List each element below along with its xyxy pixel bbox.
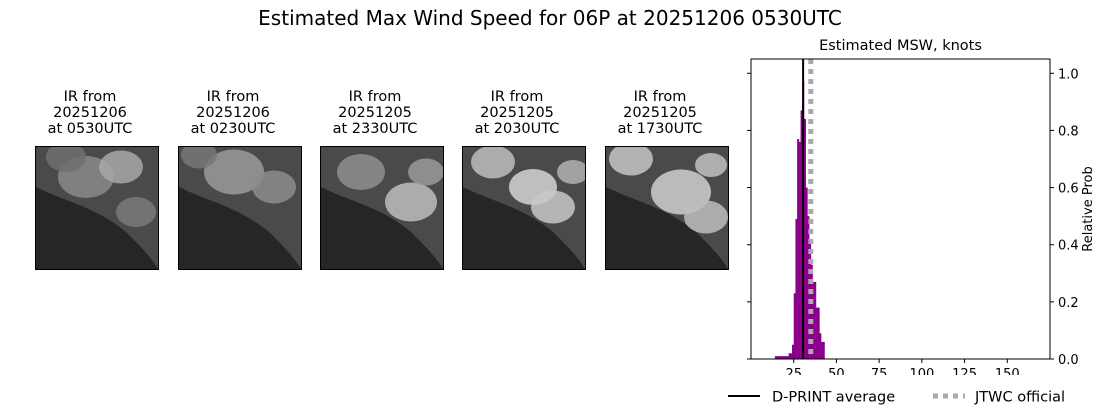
histogram-bar bbox=[774, 356, 789, 359]
ir-caption-line: 20251206 bbox=[196, 105, 270, 121]
x-tick-label: 100 bbox=[909, 367, 934, 375]
ir-caption-line: at 2330UTC bbox=[332, 121, 418, 137]
histogram-bar bbox=[819, 333, 822, 359]
ir-caption: IR from 20251206 at 0530UTC bbox=[20, 89, 160, 139]
infrared-satellite-image bbox=[462, 146, 586, 270]
x-tick-label: 50 bbox=[828, 367, 845, 375]
x-tick-label: 75 bbox=[871, 367, 888, 375]
ir-caption-line: IR from bbox=[348, 89, 402, 105]
plot-frame bbox=[750, 58, 1051, 360]
ir-caption: IR from 20251205 at 2030UTC bbox=[447, 89, 587, 139]
ir-caption-line: at 1730UTC bbox=[617, 121, 703, 137]
ir-caption-line: 20251205 bbox=[480, 105, 554, 121]
infrared-satellite-image bbox=[178, 146, 302, 270]
histogram-bar bbox=[803, 119, 806, 359]
histogram-bar bbox=[792, 344, 795, 359]
ir-caption: IR from 20251205 at 1730UTC bbox=[590, 89, 730, 139]
y-tick-label: 0.2 bbox=[1058, 296, 1079, 311]
histogram-bar bbox=[795, 219, 798, 359]
ir-caption-line: 20251205 bbox=[338, 105, 412, 121]
ir-caption-line: at 2030UTC bbox=[474, 121, 560, 137]
ir-panel: IR from 20251205 at 2030UTC bbox=[447, 89, 587, 270]
infrared-satellite-image bbox=[605, 146, 729, 270]
ir-panel: IR from 20251206 at 0230UTC bbox=[163, 89, 303, 270]
y-axis-label: Relative Prob bbox=[1081, 166, 1096, 251]
histogram-bar bbox=[805, 187, 808, 359]
histogram-bar bbox=[812, 281, 817, 359]
ir-caption: IR from 20251206 at 0230UTC bbox=[163, 89, 303, 139]
ir-panel: IR from 20251206 at 0530UTC bbox=[20, 89, 160, 270]
ir-caption-line: IR from bbox=[490, 89, 544, 105]
msw-probability-chart: Estimated MSW, knots 25 50 75 100 125 150 0.0 0.… bbox=[747, 38, 1096, 375]
histogram-bar bbox=[800, 110, 803, 359]
histogram-bar bbox=[798, 141, 801, 359]
ir-caption-line: IR from bbox=[206, 89, 260, 105]
ir-caption-line: IR from bbox=[633, 89, 687, 105]
y-tick-label: 0.8 bbox=[1058, 124, 1079, 139]
histogram-bar bbox=[821, 341, 825, 359]
ir-caption: IR from 20251205 at 2330UTC bbox=[305, 89, 445, 139]
histogram-bar bbox=[815, 307, 820, 359]
histogram-bar bbox=[793, 293, 796, 359]
ir-caption-line: at 0530UTC bbox=[47, 121, 133, 137]
x-tick-label: 25 bbox=[785, 367, 802, 375]
ir-caption-line: at 0230UTC bbox=[190, 121, 276, 137]
histogram-bar bbox=[807, 216, 810, 359]
legend-dprint-label: D-PRINT average bbox=[772, 390, 895, 406]
histogram-bar bbox=[797, 139, 800, 359]
x-tick-label: 150 bbox=[995, 367, 1020, 375]
chart-title: Estimated MSW, knots bbox=[819, 38, 982, 54]
y-tick-label: 0.4 bbox=[1058, 239, 1079, 254]
chart-legend: D-PRINT average JTWC official bbox=[728, 390, 1065, 406]
y-tick-label: 1.0 bbox=[1058, 67, 1079, 82]
y-tick-label: 0.6 bbox=[1058, 182, 1079, 197]
infrared-satellite-image bbox=[35, 146, 159, 270]
legend-jtwc-label: JTWC official bbox=[974, 390, 1065, 406]
ir-caption-line: 20251206 bbox=[53, 105, 127, 121]
infrared-satellite-image bbox=[320, 146, 444, 270]
ir-panel: IR from 20251205 at 2330UTC bbox=[305, 89, 445, 270]
histogram-bar bbox=[788, 353, 793, 359]
y-tick-label: 0.0 bbox=[1058, 353, 1079, 368]
figure-title: Estimated Max Wind Speed for 06P at 2025… bbox=[258, 6, 842, 30]
ir-caption-line: 20251205 bbox=[623, 105, 697, 121]
ir-caption-line: IR from bbox=[63, 89, 117, 105]
x-tick-label: 125 bbox=[952, 367, 977, 375]
ir-panel: IR from 20251205 at 1730UTC bbox=[590, 89, 730, 270]
